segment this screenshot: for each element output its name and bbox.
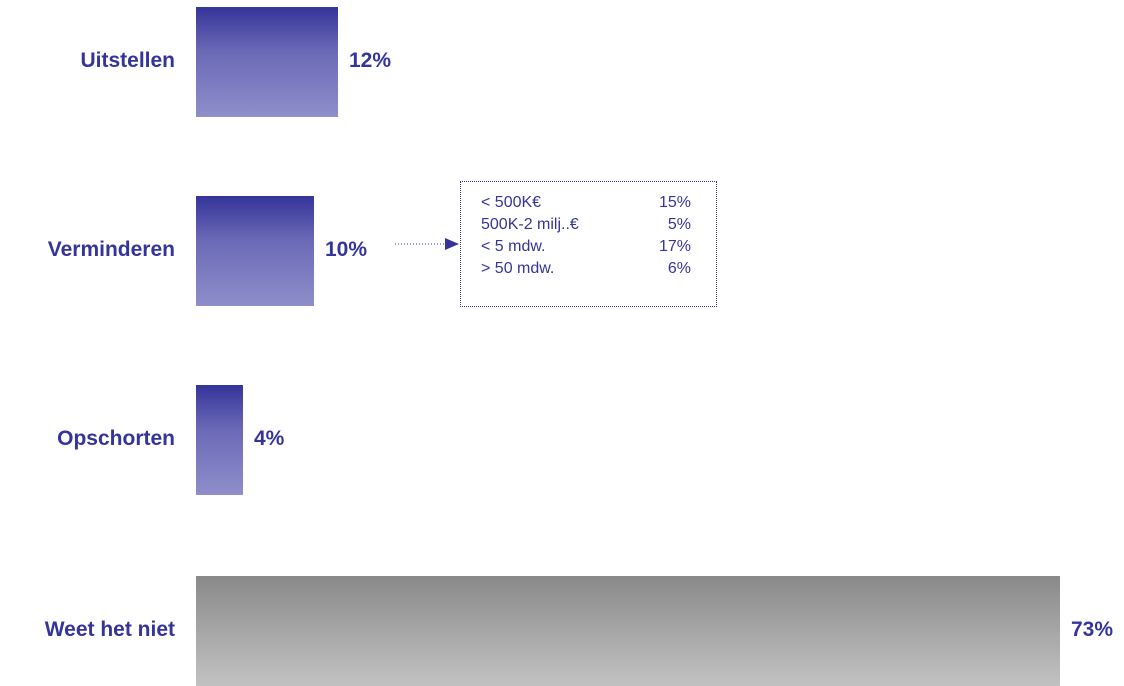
annotation-row-label: 500K-2 milj..€ xyxy=(481,216,579,233)
category-label: Opschorten xyxy=(57,427,175,450)
annotation-row-value: 15% xyxy=(658,194,691,211)
annotation-row-value: 17% xyxy=(658,238,691,255)
bar xyxy=(196,7,338,117)
annotation-row-value: 6% xyxy=(667,260,691,277)
bar xyxy=(196,385,243,495)
annotation-row-label: < 5 mdw. xyxy=(481,238,546,255)
bar xyxy=(196,576,1060,686)
annotation-box: < 500K€ 15% 500K-2 milj..€ 5% < 5 mdw. 1… xyxy=(460,181,717,307)
annotation-row-label: < 500K€ xyxy=(481,194,542,211)
category-label: Verminderen xyxy=(47,238,175,261)
value-label: 10% xyxy=(325,238,368,261)
value-label: 4% xyxy=(254,427,285,450)
category-label: Uitstellen xyxy=(80,49,175,72)
annotation-arrow xyxy=(395,238,459,250)
annotation-row-label: > 50 mdw. xyxy=(481,260,555,277)
annotation-arrow-head xyxy=(445,238,459,250)
value-label: 73% xyxy=(1071,618,1114,641)
annotation-row-value: 5% xyxy=(667,216,691,233)
value-label: 12% xyxy=(349,49,392,72)
bar xyxy=(196,196,314,306)
category-label: Weet het niet xyxy=(44,618,175,641)
